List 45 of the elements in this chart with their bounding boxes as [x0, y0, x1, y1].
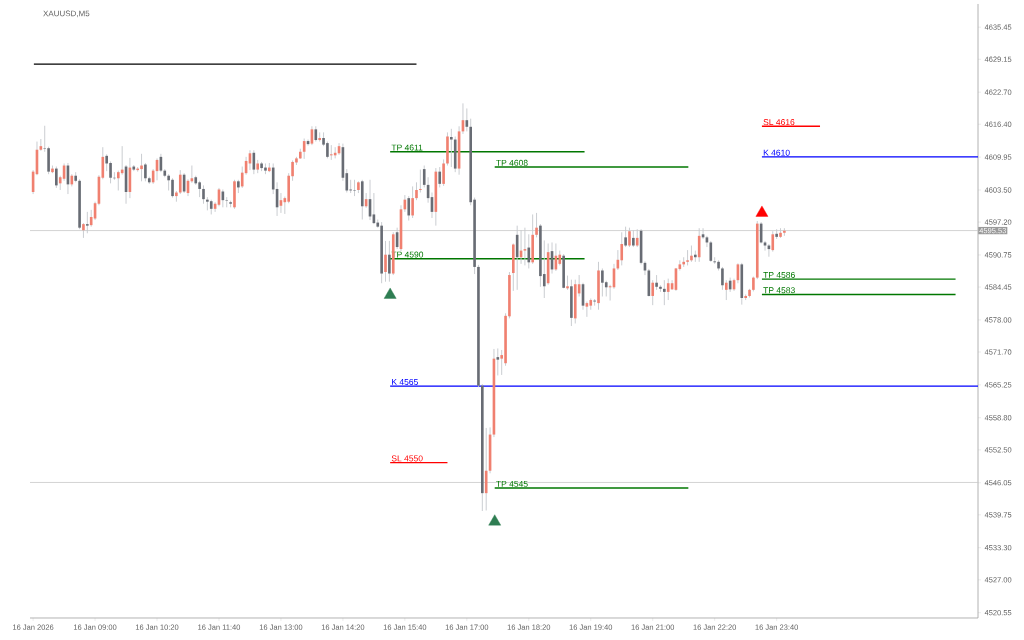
candlestick: [47, 146, 50, 175]
candlestick: [686, 249, 689, 266]
series-label: K 4610: [763, 149, 790, 156]
candlestick: [411, 185, 414, 219]
candlestick: [651, 279, 655, 306]
candlestick: [318, 131, 321, 143]
candlestick: [724, 279, 728, 301]
series-label: TP 4586: [763, 271, 795, 278]
candlestick: [202, 184, 205, 205]
candlestick: [140, 153, 143, 182]
candlestick: [144, 162, 147, 182]
series-label: SL 4616: [763, 119, 795, 126]
candlestick: [388, 240, 391, 283]
candlestick: [709, 240, 713, 263]
point: [383, 287, 397, 299]
candlestick: [601, 268, 604, 297]
candlestick: [384, 240, 387, 283]
candlestick: [666, 278, 670, 301]
candlestick: [171, 177, 174, 199]
candlestick: [438, 166, 442, 188]
point: [755, 205, 769, 217]
candlestick: [763, 240, 767, 252]
candlestick: [329, 144, 333, 161]
series-label: TP 4583: [763, 287, 795, 294]
text: XAUUSD,M5: [43, 10, 90, 18]
series-label: TP 4545: [496, 480, 528, 487]
series-label: SL 4550: [391, 455, 423, 462]
series-label: K 4565: [392, 378, 418, 385]
candlestick: [291, 159, 294, 182]
candlestick: [178, 169, 182, 195]
candlestick: [566, 275, 569, 291]
point: [488, 514, 501, 526]
candlestick: [663, 279, 666, 306]
candlestick: [407, 195, 411, 221]
series-label: TP 4608: [496, 159, 528, 166]
candlestick: [712, 256, 717, 265]
candlestick: [721, 266, 724, 291]
candlestick: [109, 160, 112, 184]
candlestick: [116, 170, 120, 191]
candlestick: [450, 128, 453, 168]
candlestick: [419, 169, 422, 193]
candlestick: [442, 158, 445, 187]
candlestick: [55, 166, 58, 189]
series-label: TP 4611: [391, 144, 423, 151]
candlestick: [206, 196, 209, 211]
